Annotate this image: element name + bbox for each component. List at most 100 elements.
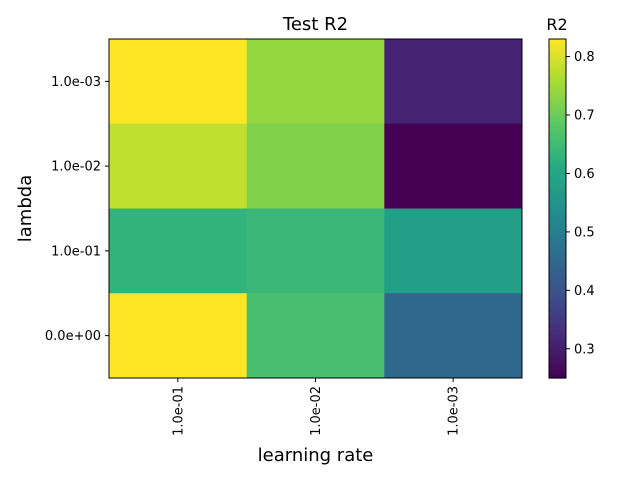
colorbar-segment: [549, 163, 566, 167]
colorbar-segment: [549, 44, 566, 49]
colorbar-segment: [549, 188, 566, 193]
colorbar-segment: [549, 129, 566, 133]
y-ticks: 1.0e-03 1.0e-02 1.0e-01 0.0e+00: [45, 75, 109, 344]
colorbar-segment: [549, 352, 566, 356]
colorbar-segment: [549, 64, 566, 68]
colorbar-segment: [549, 284, 566, 289]
colorbar-segment: [549, 256, 566, 260]
colorbar-segment: [549, 92, 566, 97]
colorbar-segment: [549, 372, 566, 376]
colorbar-segment: [549, 344, 566, 348]
colorbar-segment: [549, 287, 566, 292]
colorbar-label: R2: [546, 15, 567, 34]
colorbar-segment: [549, 191, 566, 195]
colorbar-frame: [548, 38, 567, 379]
colorbar-segment: [549, 208, 566, 212]
colorbar-segment: [549, 81, 566, 85]
colorbar-segment: [549, 103, 566, 108]
colorbar-segment: [549, 290, 566, 294]
x-ticks: 1.0e-01 1.0e-02 1.0e-03: [171, 378, 462, 436]
colorbar-segment: [549, 50, 566, 54]
colorbar-segment: [549, 58, 566, 63]
heatmap-cell: [246, 293, 385, 379]
heatmap-cell: [109, 208, 248, 294]
x-tick-label: 1.0e-01: [171, 386, 186, 436]
colorbar-segment: [549, 61, 566, 66]
colorbar-segment: [549, 363, 566, 368]
colorbar-segment: [549, 231, 566, 235]
colorbar-segment: [549, 152, 566, 156]
colorbar-segment: [549, 120, 566, 125]
colorbar-segment: [549, 242, 566, 246]
colorbar-segment: [549, 304, 566, 308]
colorbar-tick-label: 0.7: [574, 108, 595, 123]
heatmap-cells: [109, 39, 523, 379]
colorbar-segment: [549, 197, 566, 201]
colorbar-segment: [549, 146, 566, 150]
colorbar-segment: [549, 211, 566, 215]
colorbar-segment: [549, 55, 566, 60]
colorbar-segment: [549, 185, 566, 190]
heatmap-cell: [384, 39, 523, 125]
colorbar-segment: [549, 123, 566, 128]
colorbar-segment: [549, 279, 566, 283]
colorbar-segment: [549, 321, 566, 325]
colorbar-tick-label: 0.3: [574, 342, 595, 357]
colorbar-segment: [549, 315, 566, 320]
colorbar-segment: [549, 270, 566, 275]
colorbar-segment: [549, 112, 566, 116]
colorbar-segment: [549, 154, 566, 159]
colorbar-segment: [549, 95, 566, 99]
colorbar-segment: [549, 267, 566, 272]
colorbar-segment: [549, 310, 566, 314]
colorbar-segment: [549, 298, 566, 303]
colorbar-segment: [549, 225, 566, 229]
colorbar-segment: [549, 157, 566, 162]
colorbar-segment: [549, 41, 566, 46]
colorbar-segment: [549, 143, 566, 147]
colorbar-segment: [549, 106, 566, 111]
colorbar: 0.3 0.4 0.5 0.6 0.7 0.8: [548, 38, 595, 379]
heatmap-cell: [384, 208, 523, 294]
colorbar-segment: [549, 174, 566, 179]
colorbar-segment: [549, 346, 566, 351]
colorbar-segment: [549, 87, 566, 91]
colorbar-segment: [549, 47, 566, 51]
colorbar-segment: [549, 89, 566, 94]
colorbar-segment: [549, 324, 566, 328]
chart-title: Test R2: [282, 14, 348, 35]
colorbar-segment: [549, 245, 566, 249]
colorbar-segment: [549, 349, 566, 354]
heatmap-cell: [384, 293, 523, 379]
colorbar-segment: [549, 222, 566, 227]
colorbar-segment: [549, 250, 566, 255]
heatmap-cell: [109, 123, 248, 209]
colorbar-segment: [549, 101, 566, 105]
colorbar-segment: [549, 259, 566, 263]
colorbar-segment: [549, 273, 566, 277]
colorbar-segment: [549, 236, 566, 241]
colorbar-segment: [549, 307, 566, 311]
colorbar-segment: [549, 78, 566, 82]
y-tick-label: 1.0e-01: [51, 244, 101, 259]
y-axis-label: lambda: [15, 175, 36, 242]
x-tick-label: 1.0e-02: [309, 386, 324, 436]
colorbar-segment: [549, 168, 566, 173]
colorbar-segment: [549, 233, 566, 238]
colorbar-segment: [549, 296, 566, 300]
colorbar-segment: [549, 72, 566, 77]
colorbar-segment: [549, 228, 566, 232]
colorbar-segment: [549, 214, 566, 218]
colorbar-segment: [549, 171, 566, 176]
colorbar-segment: [549, 281, 566, 286]
colorbar-segment: [549, 53, 566, 57]
colorbar-segment: [549, 216, 566, 221]
heatmap-cell: [246, 208, 385, 294]
colorbar-tick-label: 0.4: [574, 284, 595, 299]
colorbar-tick-label: 0.8: [574, 50, 595, 65]
colorbar-segment: [549, 126, 566, 131]
colorbar-segment: [549, 262, 566, 266]
colorbar-segment: [549, 75, 566, 80]
colorbar-tick-label: 0.5: [574, 225, 595, 240]
